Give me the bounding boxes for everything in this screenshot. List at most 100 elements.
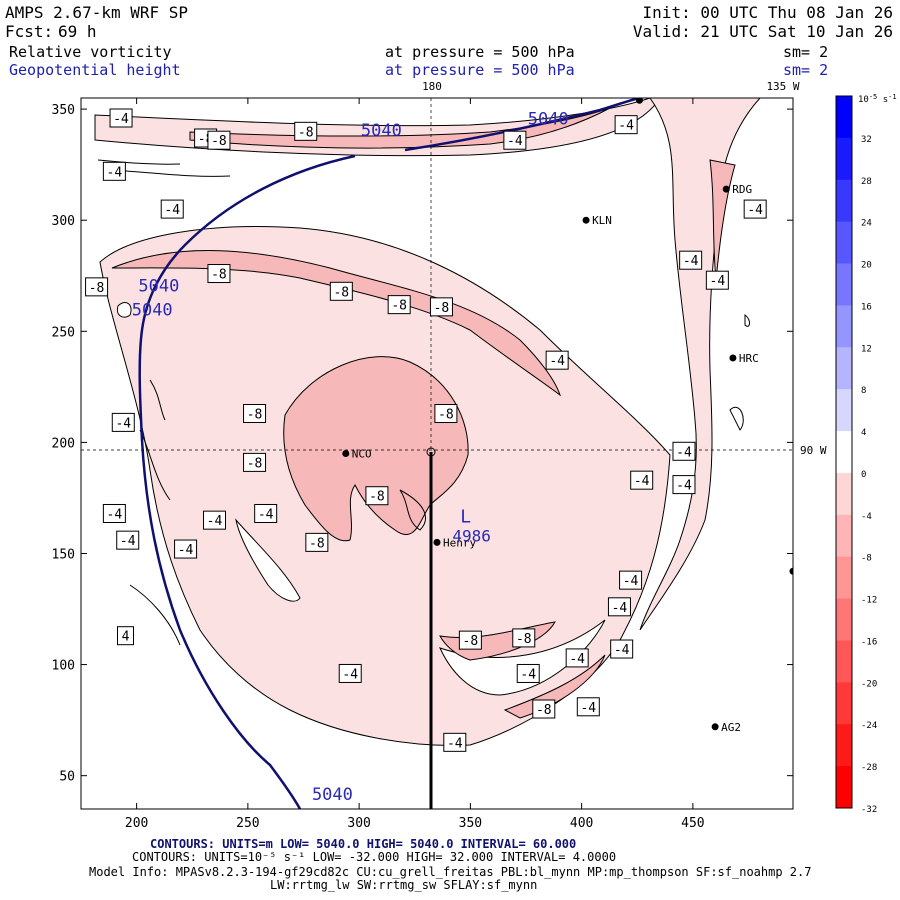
- vorticity-label-box: [503, 130, 527, 150]
- height-contour-label: 5040: [312, 785, 353, 805]
- colorbar-tick-label: -32: [861, 805, 877, 815]
- vorticity-label-box: [429, 297, 453, 317]
- station-label: RDG: [732, 183, 752, 196]
- vorticity-label: -8: [309, 536, 325, 551]
- vorticity-label: -8: [516, 632, 532, 647]
- vorticity-label: -4: [258, 507, 274, 522]
- y-tick-label: 150: [52, 547, 75, 562]
- vorticity-label-box: [545, 350, 569, 370]
- footer-model-info: Model Info: MPASv8.2.3-194-gf29cd82c CU:…: [89, 865, 811, 879]
- station-marker: [635, 98, 643, 104]
- vorticity-label: -4: [178, 543, 194, 558]
- colorbar-tick-label: 32: [861, 135, 872, 145]
- vorticity-label-box: [207, 130, 231, 150]
- vorticity-label-box: [254, 503, 278, 523]
- vorticity-label-box: [679, 250, 703, 270]
- vorticity-label-box: [434, 404, 458, 424]
- colorbar-segment: [836, 179, 852, 223]
- height-contour-label: 5040: [132, 301, 173, 321]
- station-marker: [342, 450, 350, 457]
- station-label: Henry: [443, 536, 476, 549]
- colorbar-tick-label: -8: [861, 554, 872, 564]
- vorticity-label-box: [243, 452, 267, 472]
- vorticity-label: -8: [247, 408, 263, 423]
- vorticity-label-box: [387, 295, 411, 315]
- vorticity-label-box: [743, 199, 767, 219]
- vorticity-label-box: [576, 697, 600, 717]
- colorbar-segment: [836, 263, 852, 306]
- vorticity-label-box: [512, 628, 536, 648]
- vorticity-label-box: [619, 570, 643, 590]
- forecast-label: Fcst:: [5, 22, 53, 41]
- model-title: AMPS 2.67-km WRF SP: [5, 3, 188, 22]
- station-layer: KLN RDG HRC NCO Henry AG2: [342, 98, 793, 734]
- colorbar-segment: [836, 347, 852, 390]
- y-tick-label: 200: [52, 436, 75, 451]
- vorticity-label-box: [705, 270, 729, 290]
- y-tick-label: 250: [52, 325, 75, 340]
- vorticity-label: -8: [434, 301, 450, 316]
- vorticity-label-box: [614, 115, 638, 135]
- vorticity-label: -8: [211, 268, 227, 283]
- lon-label-135w: 135 W: [766, 80, 799, 93]
- vorticity-label-box: [243, 404, 267, 424]
- lon-label-90w: 90 W: [800, 444, 827, 457]
- y-tick-label: 100: [52, 659, 75, 674]
- vorticity-label: -8: [298, 125, 314, 140]
- colorbar-tick-label: 0: [861, 470, 866, 480]
- vorticity-label: -4: [580, 701, 596, 716]
- footer-height-contours: CONTOURS: UNITS=m LOW= 5040.0 HIGH= 5040…: [150, 837, 576, 851]
- vorticity-label: -4: [676, 479, 692, 494]
- colorbar-tick-label: 4: [861, 428, 866, 438]
- y-tick-label: 350: [52, 103, 75, 118]
- vorticity-label-box: [607, 597, 631, 617]
- colorbar-segment: [836, 514, 852, 558]
- field-smooth-height: sm= 2: [783, 61, 828, 79]
- colorbar-segment: [836, 724, 852, 767]
- vorticity-label: -4: [120, 534, 136, 549]
- vorticity-label: -8: [536, 703, 552, 718]
- x-tick-label: 450: [681, 816, 704, 831]
- field-name-vorticity: Relative vorticity: [9, 43, 172, 61]
- vorticity-label: -8: [369, 490, 385, 505]
- vorticity-label: -4: [115, 416, 131, 431]
- station-marker: [789, 567, 793, 575]
- vorticity-label-box: [85, 277, 109, 297]
- field-pressure-vorticity: at pressure = 500 hPa: [385, 43, 575, 61]
- vorticity-label: -4: [710, 274, 726, 289]
- colorbar-segment: [836, 305, 852, 348]
- field-smooth-vorticity: sm= 2: [783, 43, 828, 61]
- colorbar-segment: [836, 640, 852, 683]
- valid-time: Valid: 21 UTC Sat 10 Jan 26: [633, 22, 893, 41]
- station-label: HRC: [739, 352, 759, 365]
- vorticity-label: -4: [507, 134, 523, 149]
- vorticity-label: -4: [164, 203, 180, 218]
- vorticity-label: -4: [676, 445, 692, 460]
- x-tick-label: 400: [570, 816, 593, 831]
- vorticity-gap-west: [235, 518, 301, 602]
- colorbar-tick-label: -12: [861, 596, 877, 606]
- station-label: NCO: [352, 448, 372, 461]
- low-center-value: 4986: [452, 527, 491, 546]
- station-marker: [582, 216, 590, 224]
- height-contour-label: 5040: [361, 121, 402, 141]
- colorbar-tick-label: 8: [861, 386, 866, 396]
- forecast-value: 69 h: [58, 22, 97, 41]
- vorticity-label-box: [294, 121, 318, 141]
- vorticity-label-box: [630, 470, 654, 490]
- colorbar-segment: [836, 598, 852, 641]
- vorticity-label-box: [516, 663, 540, 683]
- vorticity-label: -8: [333, 285, 349, 300]
- vorticity-label: -8: [463, 634, 479, 649]
- vorticity-label-box: [111, 412, 135, 432]
- vorticity-label: -4: [520, 667, 536, 682]
- vorticity-label: -8: [211, 134, 227, 149]
- height-contour-label: 5040: [528, 110, 569, 130]
- colorbar-tick-label: -24: [861, 721, 877, 731]
- station-marker: [722, 185, 730, 193]
- footer-vorticity-contours: CONTOURS: UNITS=10⁻⁵ s⁻¹ LOW= -32.000 HI…: [132, 850, 616, 864]
- x-tick-label: 250: [236, 816, 259, 831]
- vorticity-region-neg8-core: [283, 356, 469, 542]
- colorbar-segment: [836, 682, 852, 725]
